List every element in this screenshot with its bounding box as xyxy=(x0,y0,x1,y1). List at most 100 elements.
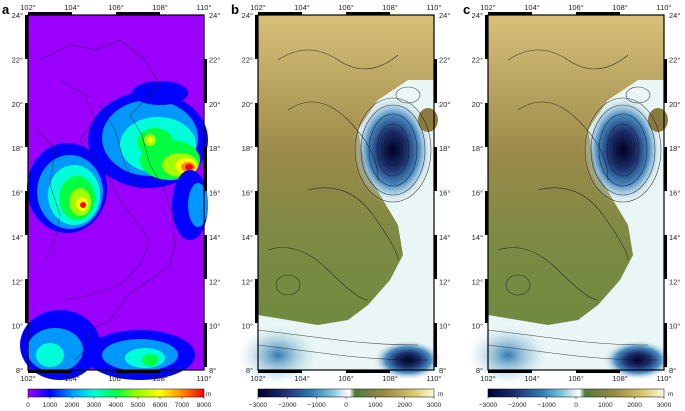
panel-c-colorbar-tick-3: 0 xyxy=(574,402,578,409)
panel-a-lat-right-5: 18° xyxy=(209,144,220,153)
panel-a-lat-left-6: 20° xyxy=(12,100,23,109)
panel-c-deep-basin xyxy=(583,95,663,205)
panel-c-lat-right-8: 24° xyxy=(669,11,680,20)
panel-c-label: c xyxy=(463,2,470,17)
panel-c-lon-top-2: 106° xyxy=(568,3,584,12)
panel-b-lat-left-4: 16° xyxy=(242,189,253,198)
panel-b-lon-top-0: 102° xyxy=(250,3,266,12)
panel-b-lon-bottom-1: 104° xyxy=(294,374,310,383)
panel-c-lat-right-1: 10° xyxy=(669,322,680,331)
panel-b-colorbar xyxy=(257,388,435,398)
panel-b-lon-bottom-2: 106° xyxy=(338,374,354,383)
panel-c-lon-bottom-4: 110° xyxy=(657,374,672,383)
panel-a-colorbar-tick-6: 6000 xyxy=(153,402,168,409)
panel-c-lat-left-1: 10° xyxy=(472,322,483,331)
panel-b-colorbar-tick-1: −2000 xyxy=(278,402,297,409)
panel-a-lat-right-3: 14° xyxy=(209,233,220,242)
panel-b-lat-left-7: 22° xyxy=(242,55,253,64)
panel-a: a 0 1000 2000 3000 4000 5000 6000 7000 8000 m xyxy=(2,2,212,409)
panel-b-lat-left-2: 12° xyxy=(242,277,253,286)
panel-c-lat-right-0: 8° xyxy=(669,366,676,375)
panel-a-colorbar-tick-2: 2000 xyxy=(65,402,80,409)
panel-b-lat-right-3: 14° xyxy=(439,233,450,242)
panel-a-lat-right-8: 24° xyxy=(209,11,220,20)
panel-b-lat-right-8: 24° xyxy=(439,11,450,20)
panel-b-lon-top-4: 110° xyxy=(427,3,442,12)
panel-a-thickness-field xyxy=(20,81,208,380)
panel-a-lon-top-4: 110° xyxy=(197,3,212,12)
panel-a-lat-right-0: 8° xyxy=(209,366,216,375)
panel-b-lat-right-1: 10° xyxy=(439,322,450,331)
panel-c-lat-left-2: 12° xyxy=(472,277,483,286)
panel-c-land xyxy=(488,15,664,325)
panel-c-lat-right-2: 12° xyxy=(669,277,680,286)
panel-a-lon-top-0: 102° xyxy=(20,3,36,12)
panel-b-colorbar-tick-4: 1000 xyxy=(368,402,383,409)
panel-c-colorbar-tick-5: 2000 xyxy=(627,402,642,409)
panel-c-lon-top-0: 102° xyxy=(480,3,496,12)
panel-b-lat-left-3: 14° xyxy=(242,233,253,242)
panel-b-colorbar-tick-3: 0 xyxy=(344,402,348,409)
panel-b-label: b xyxy=(231,2,239,17)
panel-a-lat-left-0: 8° xyxy=(16,366,23,375)
panel-b-colorbar-tick-5: 2000 xyxy=(397,402,412,409)
panel-b-lon-bottom-0: 102° xyxy=(250,374,266,383)
panel-a-lat-left-2: 12° xyxy=(12,277,23,286)
panel-a-colorbar-tick-4: 4000 xyxy=(109,402,124,409)
panel-c-colorbar-unit: m xyxy=(668,391,673,398)
panel-b-lon-top-1: 104° xyxy=(294,3,310,12)
panel-a-colorbar-tick-7: 7000 xyxy=(175,402,190,409)
panel-c-colorbar-tick-1: −2000 xyxy=(508,402,527,409)
panel-a-lat-left-7: 22° xyxy=(12,55,23,64)
panel-a-lon-bottom-0: 102° xyxy=(20,374,36,383)
panel-a-lon-top-2: 106° xyxy=(108,3,124,12)
panel-a-lat-left-1: 10° xyxy=(12,322,23,331)
panel-a-lat-right-2: 12° xyxy=(209,277,220,286)
panel-b-lat-right-2: 12° xyxy=(439,277,450,286)
panel-a-border-ticks xyxy=(25,12,207,373)
panel-a-lat-right-1: 10° xyxy=(209,322,220,331)
panel-a-colorbar-tick-3: 3000 xyxy=(87,402,102,409)
panel-b-lon-top-3: 108° xyxy=(382,3,398,12)
panel-b-colorbar-tick-6: 3000 xyxy=(427,402,442,409)
panel-c-colorbar-tick-0: −3000 xyxy=(479,402,498,409)
panel-c-lon-top-3: 108° xyxy=(612,3,628,12)
panel-a-lat-right-4: 16° xyxy=(209,189,220,198)
panel-c-colorbar-tick-2: −1000 xyxy=(538,402,557,409)
panel-a-lat-left-8: 24° xyxy=(12,11,23,20)
panel-c-lon-bottom-2: 106° xyxy=(568,374,584,383)
panel-b-lat-right-0: 8° xyxy=(439,366,446,375)
panel-b-colorbar-tick-0: −3000 xyxy=(249,402,268,409)
panel-c-lat-left-8: 24° xyxy=(472,11,483,20)
panel-b-lon-top-2: 106° xyxy=(338,3,354,12)
panel-a-colorbar-ticks: 0 1000 2000 3000 4000 5000 6000 7000 8000 xyxy=(26,397,212,409)
panel-c-colorbar-tick-4: 1000 xyxy=(598,402,613,409)
panel-b-deep-basin xyxy=(353,95,433,205)
panel-c-lat-right-4: 16° xyxy=(669,189,680,198)
panel-c-contours xyxy=(487,49,662,361)
panel-c-lon-bottom-0: 102° xyxy=(480,374,496,383)
panel-a-lon-bottom-1: 104° xyxy=(64,374,80,383)
panel-a-colorbar-tick-8: 8000 xyxy=(197,402,212,409)
panel-b-lat-right-5: 18° xyxy=(439,144,450,153)
panel-b-lat-left-0: 8° xyxy=(246,366,253,375)
panel-a-colorbar-tick-1: 1000 xyxy=(43,402,58,409)
panel-b-lon-bottom-4: 110° xyxy=(427,374,442,383)
panel-b-colorbar-tick-2: −1000 xyxy=(308,402,327,409)
panel-a-colorbar-tick-5: 5000 xyxy=(131,402,146,409)
panel-c-lat-left-4: 16° xyxy=(472,189,483,198)
panel-b-lat-left-6: 20° xyxy=(242,100,253,109)
panel-a-lon-top-1: 104° xyxy=(64,3,80,12)
panel-a-lon-bottom-2: 106° xyxy=(108,374,124,383)
panel-b-lat-right-6: 20° xyxy=(439,100,450,109)
panel-c-colorbar xyxy=(487,388,665,398)
panel-c-lat-right-5: 18° xyxy=(669,144,680,153)
panel-c-border-ticks xyxy=(485,12,667,373)
panel-a-lat-left-3: 14° xyxy=(12,233,23,242)
panel-a-label: a xyxy=(2,2,10,17)
panel-c-lat-left-6: 20° xyxy=(472,100,483,109)
panel-b-colorbar-unit: m xyxy=(438,391,443,398)
panel-c-colorbar-ticks: −3000 −2000 −1000 0 1000 2000 3000 xyxy=(479,397,672,409)
panel-c-lat-right-7: 22° xyxy=(669,55,680,64)
